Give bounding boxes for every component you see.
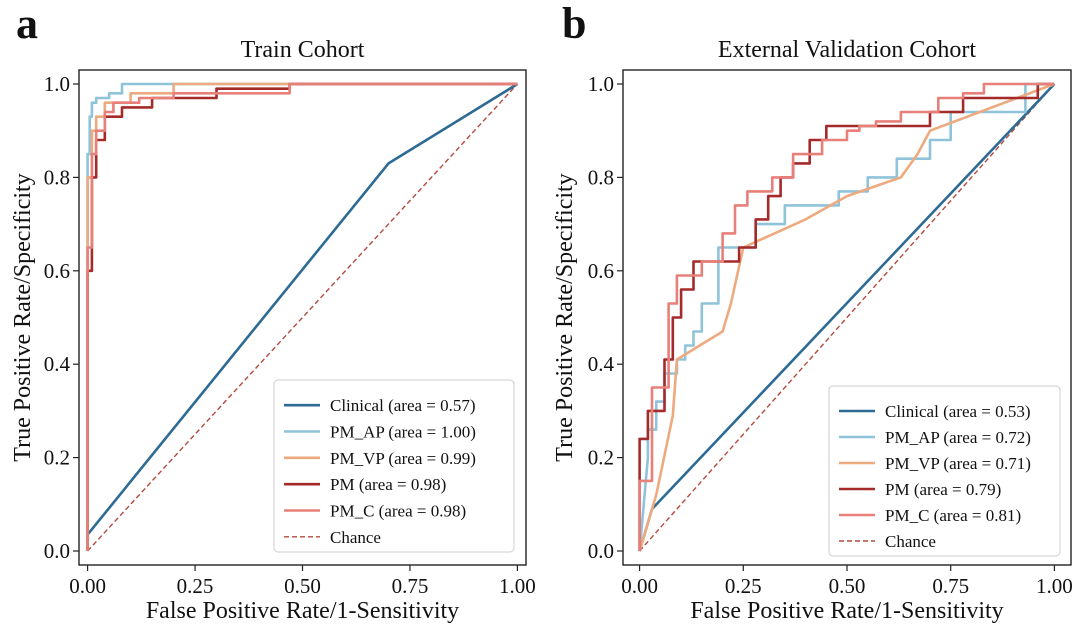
y-axis-label: True Positive Rate/Specificity xyxy=(552,173,578,461)
series-line-pm-ap xyxy=(86,82,518,551)
series-line-pm xyxy=(638,82,1055,551)
x-tick-label: 0.75 xyxy=(392,574,429,598)
y-tick-label: 0.6 xyxy=(588,259,614,283)
y-tick-label: 0.6 xyxy=(44,259,70,283)
x-axis-label: False Positive Rate/1-Sensitivity xyxy=(146,598,459,624)
y-tick-label: 0.4 xyxy=(588,352,615,376)
x-tick-label: 0.00 xyxy=(69,574,106,598)
series-group xyxy=(638,82,1056,552)
legend-label: PM_AP (area = 1.00) xyxy=(330,423,476,442)
y-axis-label: True Positive Rate/Specificity xyxy=(10,173,36,461)
legend-label: PM (area = 0.98) xyxy=(330,475,446,494)
legend-label: PM_C (area = 0.98) xyxy=(330,502,466,521)
x-tick-label: 0.00 xyxy=(621,574,658,598)
x-tick-label: 0.25 xyxy=(177,574,214,598)
panel-letter: b xyxy=(562,0,586,48)
legend-label: Chance xyxy=(885,532,936,551)
legend-label: Clinical (area = 0.57) xyxy=(330,396,476,415)
x-tick-label: 0.50 xyxy=(829,574,866,598)
y-tick-label: 0.2 xyxy=(44,446,70,470)
y-tick-label: 0.2 xyxy=(588,446,614,470)
x-tick-label: 0.50 xyxy=(284,574,321,598)
legend: Clinical (area = 0.53) PM_AP (area = 0.72… xyxy=(828,385,1061,557)
legend-label: PM_VP (area = 0.71) xyxy=(885,454,1031,473)
y-tick-label: 0.0 xyxy=(588,539,614,563)
series-line-pm-c xyxy=(86,82,518,551)
legend: Clinical (area = 0.57) PM_AP (area = 1.00… xyxy=(273,379,515,553)
y-tick-label: 1.0 xyxy=(588,72,614,96)
series-line-pm-c xyxy=(638,82,1055,551)
x-axis-label: False Positive Rate/1-Sensitivity xyxy=(690,598,1003,624)
series-line-chance xyxy=(639,83,1055,552)
y-tick-label: 0.8 xyxy=(44,165,70,189)
legend-box xyxy=(273,379,515,553)
series-line-chance xyxy=(87,83,518,552)
x-tick-label: 1.00 xyxy=(499,574,536,598)
series-group xyxy=(86,82,519,552)
legend-label: PM_AP (area = 0.72) xyxy=(885,428,1031,447)
chart-panel-b: b External Validation Cohort 0.00 0.25 0.50 0… xyxy=(552,0,1073,624)
panel-letter: a xyxy=(16,0,38,48)
y-tick-label: 0.4 xyxy=(44,352,71,376)
legend-label: Clinical (area = 0.53) xyxy=(885,402,1031,421)
x-tick-label: 0.25 xyxy=(725,574,762,598)
y-tick-label: 0.8 xyxy=(588,165,614,189)
y-tick-label: 1.0 xyxy=(44,72,70,96)
chart-title: Train Cohort xyxy=(241,37,365,63)
x-tick-label: 1.00 xyxy=(1036,574,1073,598)
legend-box xyxy=(828,385,1061,557)
legend-label: PM_C (area = 0.81) xyxy=(885,506,1021,525)
series-line-pm-vp xyxy=(638,82,1055,552)
x-tick-label: 0.75 xyxy=(932,574,969,598)
legend-label: PM_VP (area = 0.99) xyxy=(330,449,476,468)
chart-panel-a: a Train Cohort 0.00 0.25 0.50 0.75 1.00 0.0 0.2 0… xyxy=(10,0,536,624)
chart-title: External Validation Cohort xyxy=(718,37,977,63)
legend-label: Chance xyxy=(330,528,381,547)
y-tick-label: 0.0 xyxy=(44,539,70,563)
legend-label: PM (area = 0.79) xyxy=(885,480,1001,499)
